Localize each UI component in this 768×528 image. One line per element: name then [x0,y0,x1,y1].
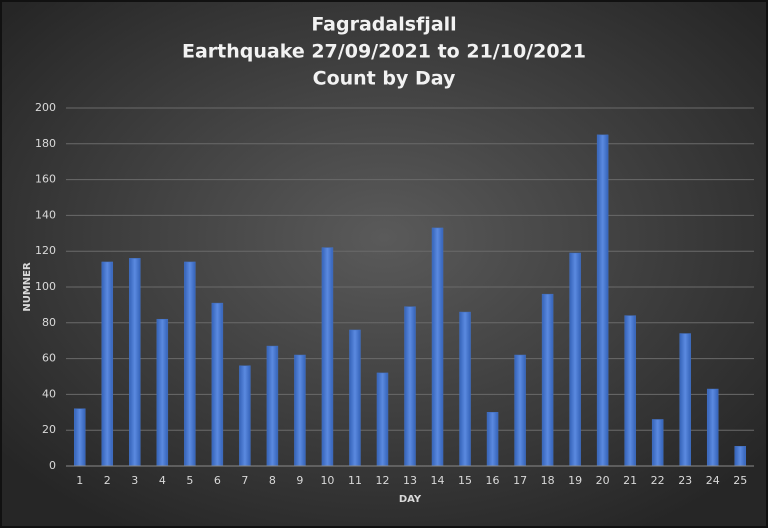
bar [624,315,636,467]
bar [74,408,86,467]
x-tick-label: 13 [403,474,417,487]
x-tick-label: 10 [320,474,334,487]
x-tick-label: 25 [733,474,747,487]
y-tick-label: 200 [35,101,56,114]
y-tick-label: 20 [42,423,56,436]
y-tick-label: 0 [49,459,56,472]
bar [376,372,389,467]
x-tick-label: 2 [104,474,111,487]
x-tick-label: 14 [431,474,445,487]
x-tick-label: 7 [241,474,248,487]
y-tick-label: 120 [35,244,56,257]
x-tick-label: 12 [375,474,389,487]
bar [211,302,224,467]
x-tick-label: 9 [296,474,303,487]
y-tick-label: 180 [35,137,56,150]
bar [184,261,196,467]
y-axis-title: NUMNER [22,262,33,312]
bar [651,419,664,467]
x-tick-label: 17 [513,474,527,487]
y-tick-label: 80 [42,316,56,329]
bar [706,388,719,467]
bar [541,293,554,467]
x-tick-label: 21 [623,474,637,487]
x-tick-label: 18 [541,474,555,487]
x-tick-label: 5 [186,474,193,487]
bar [294,354,306,467]
bar [734,446,746,467]
bar [404,306,416,467]
y-tick-label: 100 [35,280,56,293]
x-tick-label: 20 [596,474,610,487]
bar [679,333,691,467]
bar [349,329,361,467]
y-tick-label: 60 [42,352,56,365]
bar [596,134,609,467]
chart-title: Earthquake 27/09/2021 to 21/10/2021 [182,41,586,63]
chart-title: Fagradalsfjall [311,14,456,36]
bar [156,318,169,467]
bar [129,258,141,467]
bar [101,261,114,467]
bar [514,354,526,467]
bar [431,227,444,467]
x-tick-label: 19 [568,474,582,487]
x-tick-label: 16 [486,474,500,487]
y-tick-label: 40 [42,387,56,400]
x-tick-label: 11 [348,474,362,487]
x-tick-label: 6 [214,474,221,487]
x-tick-label: 1 [76,474,83,487]
x-axis-title: DAY [399,494,422,505]
chart-title: Count by Day [313,68,456,90]
x-tick-label: 23 [678,474,692,487]
bar [569,252,581,467]
y-tick-label: 140 [35,208,56,221]
bar [459,311,471,467]
bar [486,412,499,467]
x-tick-label: 3 [131,474,138,487]
bar [239,365,251,467]
bar [266,345,279,467]
bar [321,247,334,467]
x-tick-label: 24 [706,474,720,487]
x-tick-label: 22 [651,474,665,487]
x-tick-label: 4 [159,474,166,487]
x-tick-label: 15 [458,474,472,487]
x-tick-label: 8 [269,474,276,487]
y-tick-label: 160 [35,173,56,186]
